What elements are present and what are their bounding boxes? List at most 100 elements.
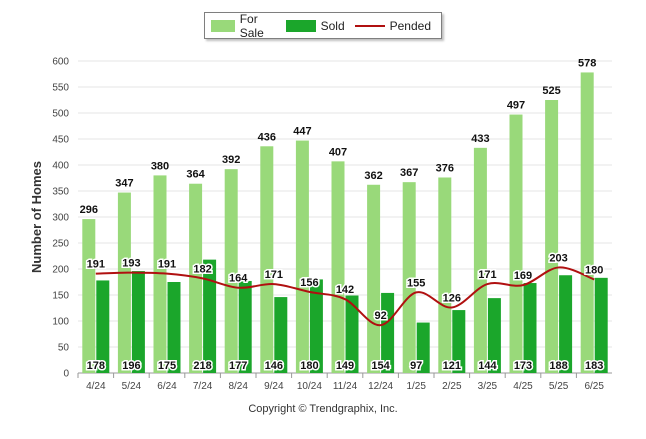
bar-sold xyxy=(523,283,537,373)
label-sold: 218 xyxy=(193,360,211,372)
bar-for-sale xyxy=(117,192,131,373)
x-tick-label: 2/25 xyxy=(442,381,462,392)
bar-sold xyxy=(131,271,145,373)
bar-sold xyxy=(416,322,430,373)
bar-for-sale xyxy=(473,147,487,373)
bar-for-sale xyxy=(438,177,452,373)
y-axis-title: Number of Homes xyxy=(29,161,44,273)
label-sold: 144 xyxy=(478,360,497,372)
bar-sold xyxy=(559,275,573,373)
x-tick-label: 12/24 xyxy=(368,381,393,392)
legend-swatch-for-sale xyxy=(211,19,235,32)
pended-series-line xyxy=(95,266,595,327)
label-for-sale: 497 xyxy=(507,100,525,112)
x-tick-label: 7/24 xyxy=(193,381,213,392)
y-tick-label: 150 xyxy=(52,291,69,302)
label-sold: 149 xyxy=(336,360,354,372)
x-tick-label: 3/25 xyxy=(478,381,498,392)
label-sold: 188 xyxy=(549,360,567,372)
y-tick-label: 400 xyxy=(52,161,69,172)
legend-swatch-pended xyxy=(354,24,385,27)
legend-label-pended: Pended xyxy=(389,18,431,33)
label-for-sale: 447 xyxy=(293,126,311,138)
legend-item-for-sale[interactable]: For Sale xyxy=(211,12,276,40)
legend-label-sold: Sold xyxy=(320,18,345,33)
label-for-sale: 296 xyxy=(80,204,98,216)
x-tick-label: 4/24 xyxy=(86,381,106,392)
label-pended: 169 xyxy=(514,270,532,282)
label-pended: 171 xyxy=(478,269,496,281)
bar-for-sale xyxy=(545,100,559,373)
x-axis: 4/24 5/24 6/24 7/24 8/24 9/24 10/24 11/24 12/24 1… xyxy=(77,373,604,392)
label-for-sale: 367 xyxy=(400,167,418,179)
label-for-sale: 578 xyxy=(578,57,596,69)
y-tick-label: 500 xyxy=(52,109,69,120)
x-tick-label: 4/25 xyxy=(513,381,533,392)
x-tick-label: 8/24 xyxy=(228,381,248,392)
pended-line xyxy=(95,266,595,327)
y-axis: 0 50 100 150 200 250 300 350 400 450 500 550 600 xyxy=(52,57,69,380)
label-sold: 178 xyxy=(87,360,105,372)
x-tick-label: 9/24 xyxy=(264,381,284,392)
bar-sold xyxy=(345,295,359,373)
label-for-sale: 407 xyxy=(329,146,347,158)
bar-sold xyxy=(96,280,110,373)
bar-sold xyxy=(487,298,501,373)
label-pended: 155 xyxy=(407,277,425,289)
label-pended: 180 xyxy=(585,264,603,276)
bar-for-sale xyxy=(509,114,523,373)
legend-swatch-sold xyxy=(285,19,316,32)
label-for-sale: 433 xyxy=(471,133,489,145)
legend-item-sold[interactable]: Sold xyxy=(285,18,345,33)
bar-for-sale xyxy=(331,161,345,373)
label-sold: 180 xyxy=(300,360,318,372)
x-tick-label: 11/24 xyxy=(333,381,358,392)
bar-sold xyxy=(452,310,466,373)
x-tick-label: 5/25 xyxy=(549,381,569,392)
bar-for-sale xyxy=(224,169,238,373)
bar-sold xyxy=(381,292,395,373)
label-sold: 146 xyxy=(265,360,283,372)
data-labels: 296 178 347 196 380 175 364 218 392 177 436 146 447 1… xyxy=(80,57,605,373)
bar-sold xyxy=(238,280,252,373)
bar-for-sale xyxy=(295,140,309,373)
x-tick-label: 10/24 xyxy=(297,381,322,392)
bar-sold xyxy=(167,282,181,373)
copyright-text: Copyright © Trendgraphix, Inc. xyxy=(248,403,398,415)
label-pended: 156 xyxy=(300,277,318,289)
bar-for-sale xyxy=(189,183,203,373)
y-tick-label: 550 xyxy=(52,83,69,94)
legend: For Sale Sold Pended xyxy=(204,12,442,40)
label-for-sale: 380 xyxy=(151,160,169,172)
bar-sold xyxy=(203,259,217,373)
label-for-sale: 392 xyxy=(222,154,240,166)
label-pended: 191 xyxy=(158,259,176,271)
label-pended: 182 xyxy=(193,263,211,275)
legend-item-pended[interactable]: Pended xyxy=(354,18,431,33)
grid xyxy=(78,60,612,374)
bar-sold xyxy=(309,279,323,373)
label-for-sale: 525 xyxy=(542,85,560,97)
bar-for-sale xyxy=(402,182,416,373)
label-sold: 175 xyxy=(158,360,176,372)
y-tick-label: 200 xyxy=(52,265,69,276)
bar-for-sale xyxy=(367,184,381,373)
label-sold: 177 xyxy=(229,360,247,372)
label-for-sale: 436 xyxy=(258,131,276,143)
label-pended: 142 xyxy=(336,284,354,296)
label-pended: 164 xyxy=(229,273,248,285)
y-tick-label: 100 xyxy=(52,317,69,328)
bar-for-sale xyxy=(260,146,274,373)
label-for-sale: 347 xyxy=(115,178,133,190)
y-tick-label: 450 xyxy=(52,135,69,146)
label-sold: 154 xyxy=(371,360,390,372)
label-pended: 92 xyxy=(374,310,386,322)
bar-sold xyxy=(594,277,608,373)
label-for-sale: 376 xyxy=(436,162,454,174)
x-tick-label: 6/24 xyxy=(157,381,177,392)
label-pended: 191 xyxy=(87,259,105,271)
label-for-sale: 364 xyxy=(186,169,205,181)
bars xyxy=(82,72,608,373)
